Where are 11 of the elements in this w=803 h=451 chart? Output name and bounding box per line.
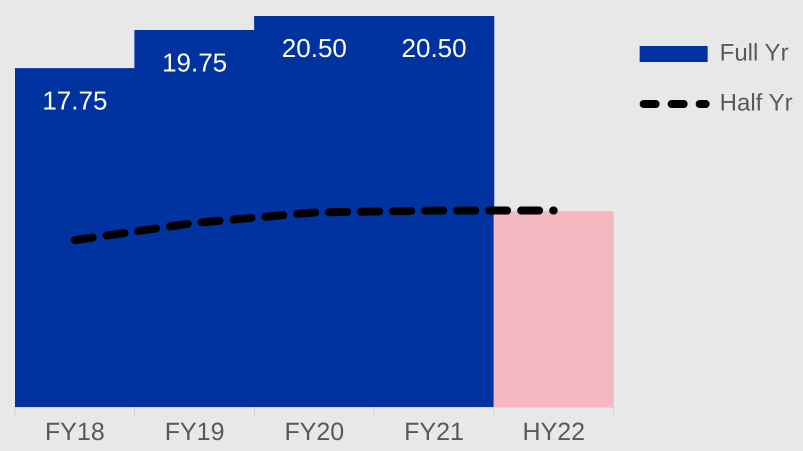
data-label: 20.50: [402, 33, 467, 64]
x-tick-label: FY19: [164, 418, 224, 446]
legend-label: Full Yr: [720, 40, 789, 67]
x-tick-label: HY22: [522, 418, 586, 446]
data-label: 20.50: [282, 33, 347, 64]
x-tick-label: FY18: [44, 418, 105, 446]
data-label: 17.75: [42, 86, 108, 116]
data-label: 19.75: [162, 47, 228, 78]
x-tick-label: FY21: [404, 418, 464, 446]
x-tick-label: FY20: [284, 418, 344, 446]
legend-label: Half Yr: [720, 90, 793, 117]
